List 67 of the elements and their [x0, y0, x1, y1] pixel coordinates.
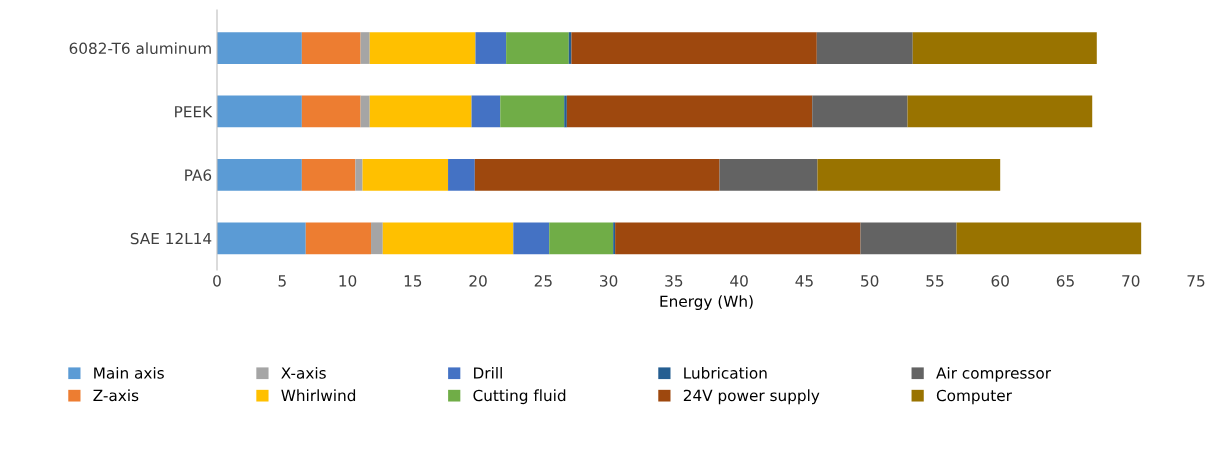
bar	[817, 159, 1001, 191]
legend-label: 24V power supply	[683, 389, 820, 405]
bar	[471, 95, 501, 128]
x-tick-label: 40	[730, 275, 748, 287]
bar	[369, 95, 472, 128]
bar	[217, 159, 302, 191]
bar	[474, 159, 720, 191]
legend-label: X-axis	[281, 366, 326, 379]
bar	[360, 95, 370, 128]
x-tick-label: 35	[665, 275, 683, 287]
legend-label: Z-axis	[93, 389, 139, 402]
bar	[907, 95, 1093, 128]
bar	[513, 222, 550, 255]
bar	[564, 95, 567, 128]
x-tick-label: 20	[469, 275, 487, 287]
bar	[301, 159, 356, 191]
legend-label: Lubrication	[684, 366, 767, 379]
bar	[860, 222, 957, 255]
y-tick-label: SAE 12L14	[130, 232, 212, 245]
x-tick-label: 70	[1122, 275, 1140, 287]
bar	[217, 95, 302, 128]
legend-label: Air compressor	[936, 366, 1052, 382]
bar	[369, 32, 476, 64]
bar	[217, 32, 302, 64]
x-tick-label: 65	[1056, 275, 1074, 287]
bar	[448, 159, 475, 191]
legend-label: Whirlwind	[281, 389, 356, 402]
x-tick-label: 75	[1187, 275, 1205, 287]
bar	[301, 32, 361, 64]
bar	[382, 222, 514, 255]
bar	[912, 32, 1097, 64]
x-tick-label: 0	[213, 275, 221, 287]
x-tick-label: 55	[926, 275, 944, 287]
x-tick-label: 60	[991, 275, 1009, 287]
bar	[301, 95, 361, 128]
bar	[615, 222, 861, 255]
x-tick-label: 25	[534, 275, 552, 287]
bar	[812, 95, 908, 128]
x-tick-label: 30	[600, 275, 618, 287]
bar	[956, 222, 1142, 255]
bar	[362, 159, 449, 191]
bar	[506, 32, 569, 64]
bar	[371, 222, 383, 255]
x-tick-label: 5	[278, 275, 286, 287]
y-tick-label: PEEK	[175, 106, 213, 118]
y-tick-label: PA6	[185, 169, 212, 181]
bar	[355, 159, 363, 191]
bar	[500, 95, 565, 128]
bar	[475, 32, 507, 64]
legend-label: Drill	[474, 366, 502, 379]
y-tick-label: 6082-T6 aluminum	[69, 42, 211, 55]
bar	[360, 32, 370, 64]
x-tick-label: 50	[861, 275, 879, 287]
bar	[217, 222, 306, 255]
legend-label: Computer	[936, 389, 1012, 405]
x-axis-title: Energy (Wh)	[660, 295, 753, 310]
x-tick-label: 10	[339, 275, 357, 287]
bar	[305, 222, 372, 255]
bar	[571, 32, 817, 64]
bar	[549, 222, 614, 255]
bar	[566, 95, 813, 128]
legend-label: Cutting fluid	[473, 389, 566, 405]
x-tick-label: 45	[795, 275, 813, 287]
legend-label: Main axis	[94, 366, 164, 379]
bar	[719, 159, 818, 191]
x-tick-label: 15	[404, 275, 422, 287]
bar	[816, 32, 913, 64]
